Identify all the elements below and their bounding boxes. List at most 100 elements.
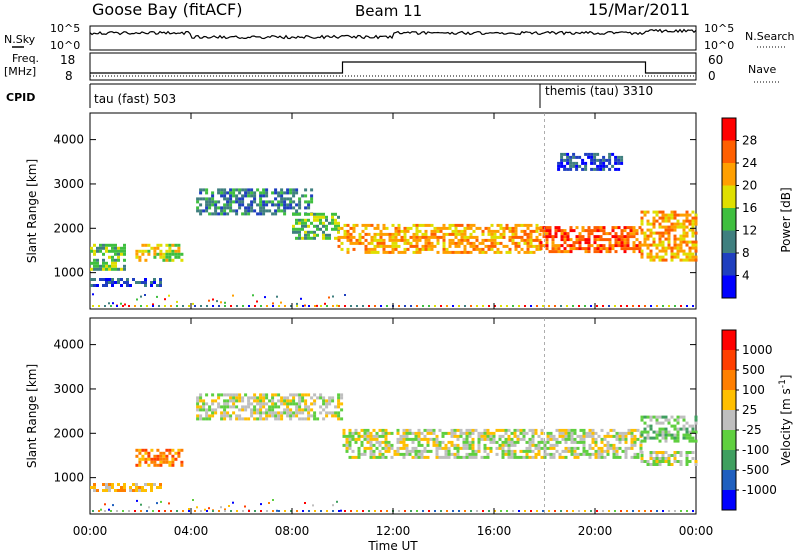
nsky-tick-high: 10^5 bbox=[50, 22, 80, 35]
nsky-frame bbox=[89, 25, 697, 51]
echo-cell bbox=[93, 486, 96, 489]
echo-cell bbox=[591, 437, 595, 441]
echo-cell bbox=[624, 455, 628, 459]
echo-cell bbox=[214, 203, 218, 207]
colorbar-segment bbox=[722, 118, 736, 141]
echo-cell bbox=[370, 238, 374, 242]
echo-cell bbox=[588, 434, 592, 438]
echo-cell bbox=[656, 305, 658, 307]
echo-cell bbox=[614, 167, 618, 171]
echo-cell bbox=[523, 223, 527, 227]
echo-cell bbox=[235, 414, 239, 418]
echo-cell bbox=[460, 241, 464, 245]
echo-cell bbox=[480, 455, 484, 459]
echo-cell bbox=[602, 226, 606, 230]
echo-cell bbox=[238, 188, 242, 192]
echo-cell bbox=[260, 305, 262, 307]
echo-cell bbox=[670, 210, 674, 214]
echo-cell bbox=[661, 225, 665, 229]
echo-cell bbox=[292, 399, 296, 403]
echo-cell bbox=[652, 463, 656, 466]
echo-cell bbox=[658, 231, 662, 235]
echo-cell bbox=[235, 393, 239, 397]
echo-cell bbox=[582, 440, 586, 444]
echo-cell bbox=[626, 247, 630, 251]
echo-cell bbox=[673, 243, 677, 247]
echo-cell bbox=[450, 452, 454, 456]
echo-cell bbox=[259, 408, 263, 412]
echo-cell bbox=[352, 241, 356, 245]
echo-cell bbox=[481, 247, 485, 251]
echo-cell bbox=[211, 203, 215, 207]
echo-cell bbox=[501, 434, 505, 438]
echo-cell bbox=[105, 284, 108, 287]
echo-cell bbox=[673, 460, 677, 463]
echo-cell bbox=[346, 247, 350, 251]
echo-cell bbox=[475, 235, 479, 239]
echo-cell bbox=[649, 457, 653, 460]
echo-cell bbox=[578, 510, 580, 512]
echo-cell bbox=[569, 247, 573, 251]
echo-cell bbox=[658, 255, 662, 259]
echo-cell bbox=[582, 452, 586, 456]
echo-cell bbox=[602, 244, 606, 248]
echo-cell bbox=[304, 236, 307, 240]
echo-cell bbox=[417, 434, 421, 438]
echo-cell bbox=[205, 408, 209, 412]
echo-cell bbox=[448, 226, 452, 230]
echo-cell bbox=[156, 284, 159, 287]
echo-cell bbox=[504, 449, 508, 453]
echo-cell bbox=[465, 443, 469, 447]
echo-cell bbox=[590, 158, 594, 162]
echo-cell bbox=[356, 305, 358, 307]
echo-cell bbox=[276, 295, 278, 298]
echo-cell bbox=[120, 252, 123, 256]
echo-cell bbox=[259, 191, 263, 195]
echo-cell bbox=[259, 194, 263, 198]
echo-cell bbox=[508, 250, 512, 254]
echo-cell bbox=[138, 463, 142, 467]
echo-cell bbox=[471, 428, 475, 432]
echo-cell bbox=[417, 443, 421, 447]
echo-cell bbox=[244, 191, 248, 195]
echo-cell bbox=[614, 510, 616, 512]
echo-cell bbox=[679, 454, 683, 457]
echo-cell bbox=[363, 452, 367, 456]
echo-cell bbox=[445, 250, 449, 254]
echo-cell bbox=[483, 434, 487, 438]
echo-cell bbox=[216, 300, 218, 303]
echo-cell bbox=[676, 421, 680, 425]
echo-cell bbox=[694, 219, 698, 223]
echo-cell bbox=[632, 305, 634, 307]
echo-cell bbox=[307, 414, 311, 418]
echo-cell bbox=[620, 305, 622, 307]
echo-cell bbox=[399, 437, 403, 441]
echo-cell bbox=[192, 499, 194, 501]
echo-cell bbox=[546, 434, 550, 438]
echo-cell bbox=[477, 437, 481, 441]
colorbar-tick-label: 20 bbox=[742, 179, 757, 193]
echo-cell bbox=[551, 247, 555, 251]
echo-cell bbox=[612, 455, 616, 459]
echo-cell bbox=[331, 399, 335, 403]
echo-cell bbox=[542, 226, 546, 230]
echo-cell bbox=[464, 510, 466, 512]
echo-cell bbox=[170, 510, 172, 512]
echo-cell bbox=[688, 424, 692, 428]
freq-line bbox=[90, 61, 696, 74]
nsky-panel: N.Sky 10^5 10^0 10^5 10^0 N.Search bbox=[4, 22, 795, 52]
echo-cell bbox=[301, 399, 305, 403]
echo-cell bbox=[661, 457, 665, 460]
echo-cell bbox=[638, 241, 642, 245]
echo-cell bbox=[539, 241, 543, 245]
echo-cell bbox=[617, 235, 621, 239]
echo-cell bbox=[274, 209, 278, 213]
echo-cell bbox=[630, 428, 634, 432]
echo-cell bbox=[171, 258, 175, 262]
echo-cell bbox=[548, 235, 552, 239]
echo-cell bbox=[230, 510, 232, 512]
echo-cell bbox=[310, 414, 314, 418]
xtick-label: 00:00 bbox=[679, 524, 714, 538]
echo-cell bbox=[552, 437, 556, 441]
echo-cell bbox=[587, 250, 591, 254]
